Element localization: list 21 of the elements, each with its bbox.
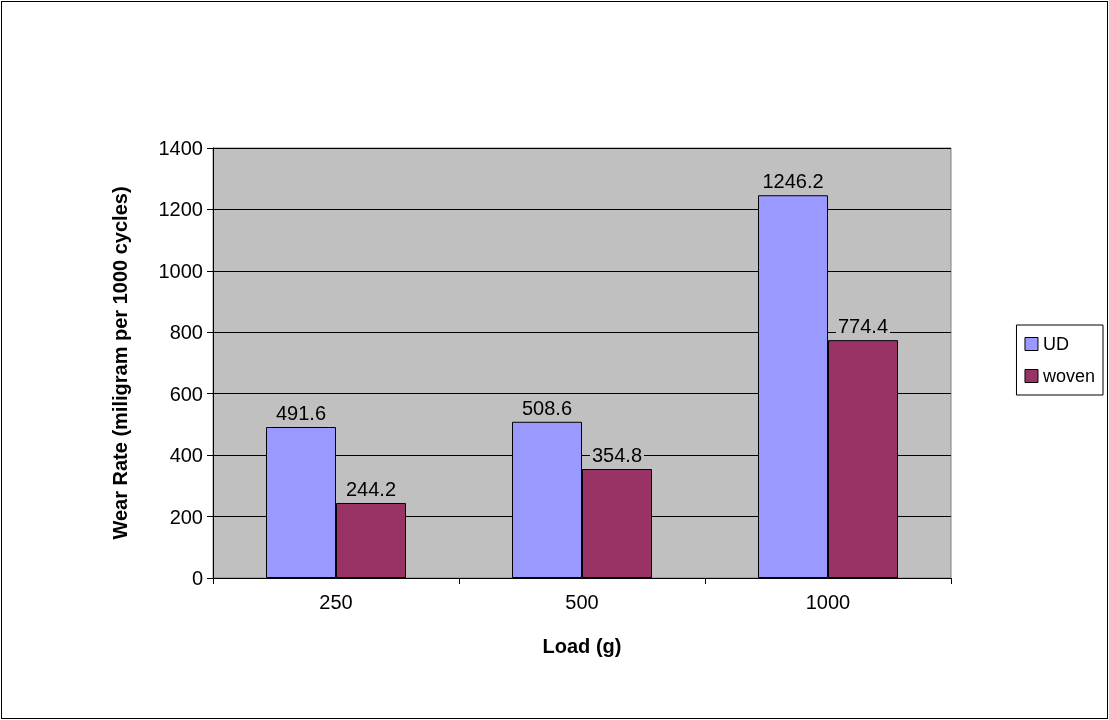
- y-tick-label: 400: [169, 444, 203, 467]
- x-tick-label: 250: [319, 591, 353, 613]
- y-tick-label: 1400: [158, 137, 203, 159]
- y-tick-label: 0: [191, 567, 203, 589]
- data-label: 1246.2: [762, 170, 824, 193]
- x-tick-label: 1000: [805, 591, 851, 613]
- y-tick-label: 800: [169, 321, 203, 344]
- data-label: 774.4: [837, 315, 889, 338]
- y-tick-label: 1200: [158, 198, 203, 221]
- data-label: 354.8: [591, 444, 643, 467]
- x-axis-title: Load (g): [542, 635, 622, 657]
- legend-label: woven: [1041, 366, 1095, 386]
- y-tick-label: 200: [169, 505, 203, 528]
- data-label: 491.6: [275, 402, 327, 425]
- x-tick-label: 500: [565, 591, 599, 613]
- y-tick-label: 1000: [158, 259, 203, 282]
- y-tick-label: 600: [169, 382, 203, 405]
- data-label: 508.6: [521, 396, 573, 419]
- y-axis-title: Wear Rate (miligram per 1000 cycles): [109, 186, 131, 540]
- legend-label: UD: [1042, 334, 1069, 354]
- data-label: 244.2: [345, 478, 397, 500]
